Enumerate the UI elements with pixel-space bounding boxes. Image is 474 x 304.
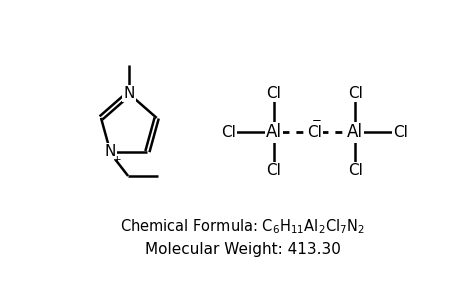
Text: N: N xyxy=(123,86,135,101)
Text: Cl: Cl xyxy=(307,125,322,140)
Text: Al: Al xyxy=(347,123,363,141)
Text: Cl: Cl xyxy=(347,164,363,178)
Text: Cl: Cl xyxy=(347,86,363,101)
Text: Chemical Formula: $\mathregular{C_6H_{11}Al_2Cl_7N_2}$: Chemical Formula: $\mathregular{C_6H_{11… xyxy=(120,218,365,236)
Text: Cl: Cl xyxy=(266,86,281,101)
Text: Cl: Cl xyxy=(393,125,408,140)
Text: Cl: Cl xyxy=(266,164,281,178)
Text: +: + xyxy=(113,155,121,165)
Text: Al: Al xyxy=(266,123,282,141)
Text: Cl: Cl xyxy=(221,125,236,140)
Text: N: N xyxy=(105,144,116,159)
Text: −: − xyxy=(311,114,321,127)
Text: Molecular Weight: 413.30: Molecular Weight: 413.30 xyxy=(145,242,341,257)
